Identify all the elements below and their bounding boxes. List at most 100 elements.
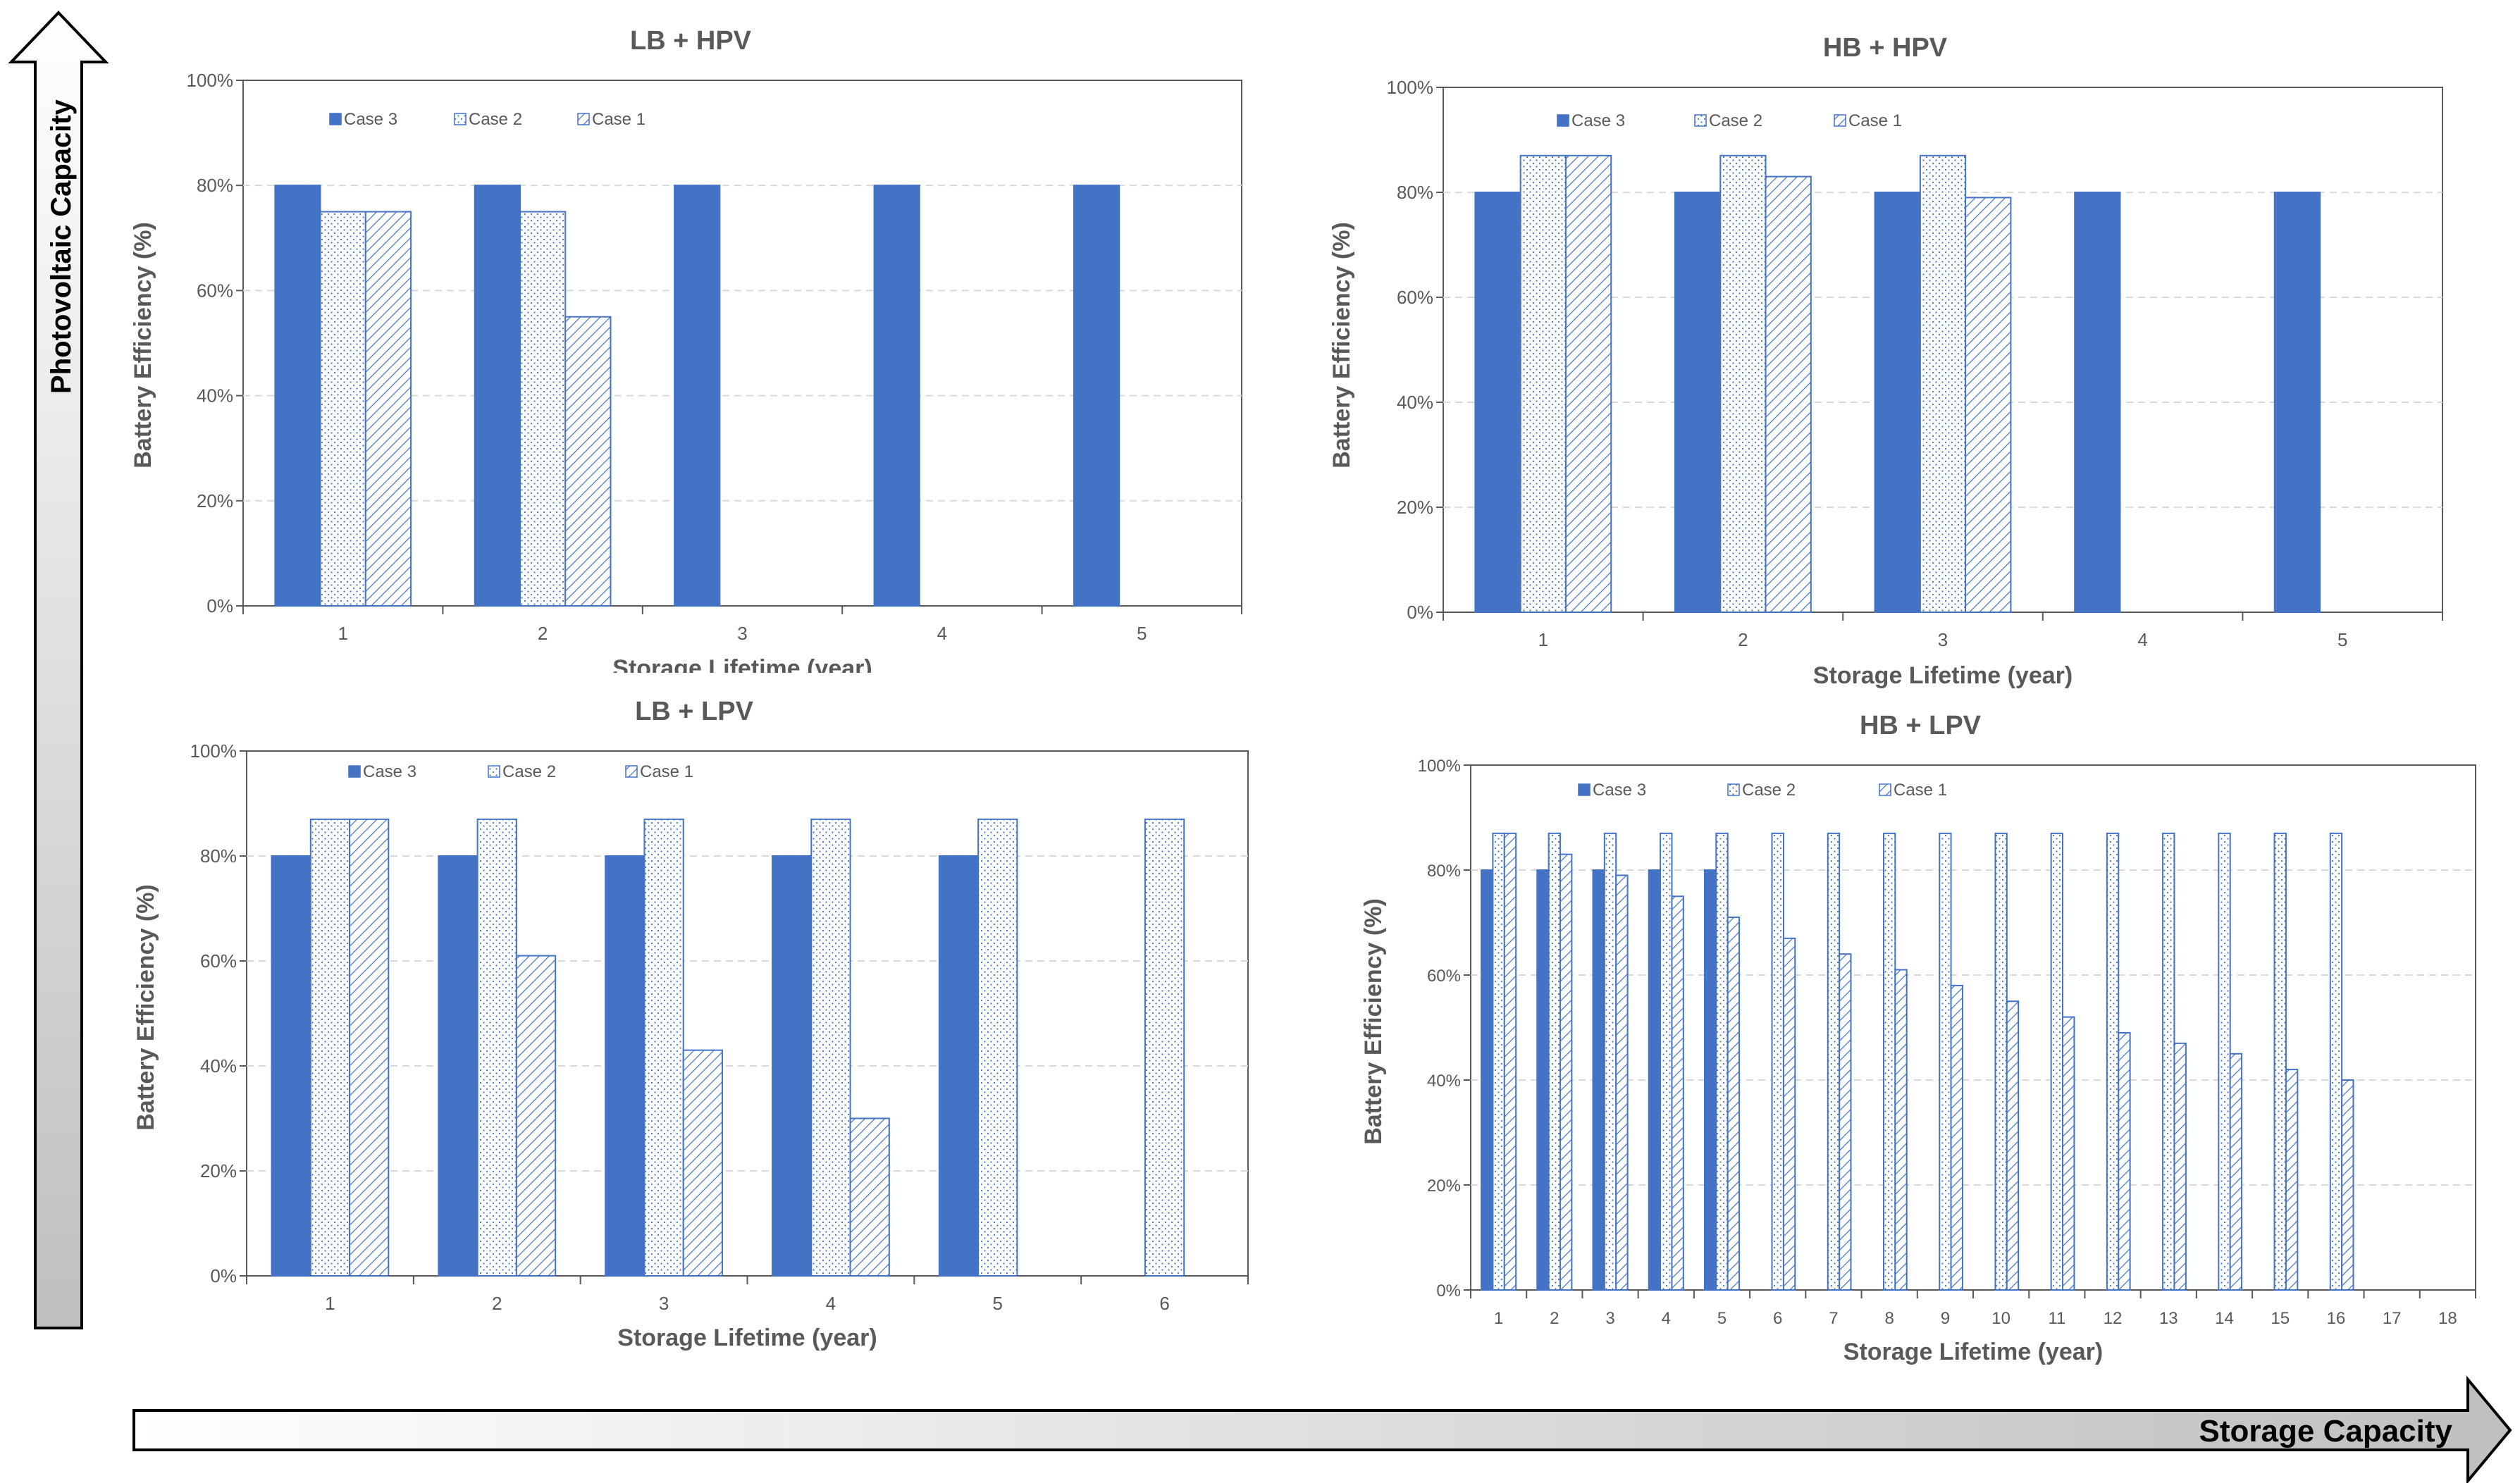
legend-label: Case 3 [363,762,416,781]
bar-case2-7 [1827,832,1841,1291]
y-tick-label: 0% [206,595,233,616]
x-tick-label: 3 [1605,1309,1614,1328]
bar-case1-1 [1564,154,1612,614]
bar-case2-1 [1519,154,1567,614]
y-axis-label: Battery Efficiency (%) [130,222,156,469]
y-tick-label: 80% [1427,862,1461,881]
x-tick-label: 4 [2137,629,2147,650]
bar-case3-1 [271,855,311,1277]
bar-case3-4 [1648,869,1662,1291]
bar-case2-13 [2162,832,2175,1291]
y-tick-label: 100% [187,70,234,91]
legend-swatch-case1 [1834,114,1846,127]
y-tick-label: 20% [1397,497,1433,518]
x-tick-label: 3 [737,623,747,644]
y-tick-label: 40% [197,385,233,407]
y-tick-label: 40% [1427,1072,1461,1091]
x-axis-label: Storage Lifetime (year) [1813,662,2073,689]
bar-case2-12 [2106,832,2120,1291]
x-tick-label: 4 [1662,1309,1671,1328]
bar-case1-4 [849,1117,890,1277]
bar-case1-1 [364,211,412,607]
bar-case3-3 [1874,192,1921,613]
x-tick-label: 1 [1538,629,1548,650]
legend-label: Case 2 [1742,781,1796,800]
storage-capacity-arrow: Storage Capacity [132,1375,2512,1483]
bar-case3-3 [1592,869,1605,1291]
bar-case2-1 [1492,832,1505,1291]
y-tick-label: 40% [1397,392,1433,413]
bar-case2-3 [1919,154,1967,614]
legend-label: Case 1 [640,762,693,781]
bar-case3-3 [674,185,721,607]
bar-case1-1 [1503,832,1517,1291]
x-tick-label: 6 [1773,1309,1782,1328]
photovoltaic-capacity-arrow: Photovoltaic Capacity [8,11,109,1329]
x-axis-label: Storage Lifetime (year) [612,655,872,682]
bar-case1-3 [1615,874,1629,1291]
y-tick-label: 60% [1427,967,1461,986]
bar-case3-1 [1474,192,1521,613]
legend-label: Case 3 [1593,781,1646,800]
y-tick-label: 20% [1427,1177,1461,1196]
bar-case3-2 [438,855,478,1277]
bar-case3-2 [1674,192,1722,613]
y-tick-label: 20% [197,490,233,511]
bar-case2-4 [810,818,851,1277]
x-tick-label: 13 [2159,1309,2178,1328]
y-tick-label: 80% [200,845,237,867]
legend-label: Case 1 [1848,111,1902,130]
x-tick-label: 8 [1884,1309,1894,1328]
chart-2: HB + HPV 0% 20% 40% 60% 80% 100% 1 2 3 4 5 Case 3 Cas… [1328,33,2443,689]
bar-case1-4 [1671,895,1684,1291]
y-tick-label: 100% [1387,77,1434,98]
x-tick-label: 1 [338,623,347,644]
bar-case3-2 [1536,869,1550,1291]
y-tick-label: 80% [197,175,233,196]
y-tick-label: 60% [1397,287,1433,308]
bar-case2-6 [1771,832,1784,1291]
horizontal-arrow-shape [132,1375,2512,1483]
x-tick-label: 11 [2048,1309,2065,1328]
bar-case2-5 [977,818,1018,1277]
bar-case2-11 [2050,832,2064,1291]
x-tick-label: 6 [1159,1293,1169,1314]
x-tick-label: 1 [325,1293,335,1314]
y-tick-label: 80% [1397,182,1433,203]
bar-case1-3 [1965,197,2012,613]
y-tick-label: 20% [200,1160,237,1181]
x-tick-label: 2 [1738,629,1748,650]
y-tick-label: 0% [1407,602,1433,623]
x-tick-label: 1 [1494,1309,1503,1328]
chart-1: LB + HPV 0% 20% 40% 60% 80% 100% 1 2 3 4 5 Case 3 Cas… [130,26,1242,682]
x-tick-label: 15 [2271,1309,2290,1328]
legend-swatch-case2 [1694,114,1707,127]
x-tick-label: 10 [1991,1309,2011,1328]
legend-swatch-case3 [329,113,342,125]
bar-case1-15 [2285,1069,2299,1291]
x-tick-label: 4 [937,623,947,644]
bar-case2-2 [476,818,517,1277]
y-tick-label: 60% [200,950,237,972]
y-tick-label: 60% [197,280,233,301]
bar-case3-4 [873,185,920,607]
legend-swatch-case1 [577,113,590,125]
bar-case1-1 [349,818,390,1277]
bar-case2-3 [1603,832,1617,1291]
bar-case1-2 [1765,175,1812,613]
horizontal-arrow-label: Storage Capacity [2199,1414,2453,1448]
bar-case2-4 [1660,832,1673,1291]
bar-case2-15 [2273,832,2287,1291]
legend-label: Case 3 [1571,111,1625,130]
vertical-arrow-shape [8,11,109,1329]
bar-case3-5 [938,855,980,1277]
legend-label: Case 2 [1709,111,1762,130]
bar-case2-8 [1882,832,1896,1291]
bar-case1-9 [1950,984,1963,1291]
legend-label: Case 2 [469,110,522,129]
chart-title: LB + LPV [635,697,754,726]
legend-label: Case 2 [502,762,556,781]
chart-title: HB + HPV [1823,33,1948,63]
